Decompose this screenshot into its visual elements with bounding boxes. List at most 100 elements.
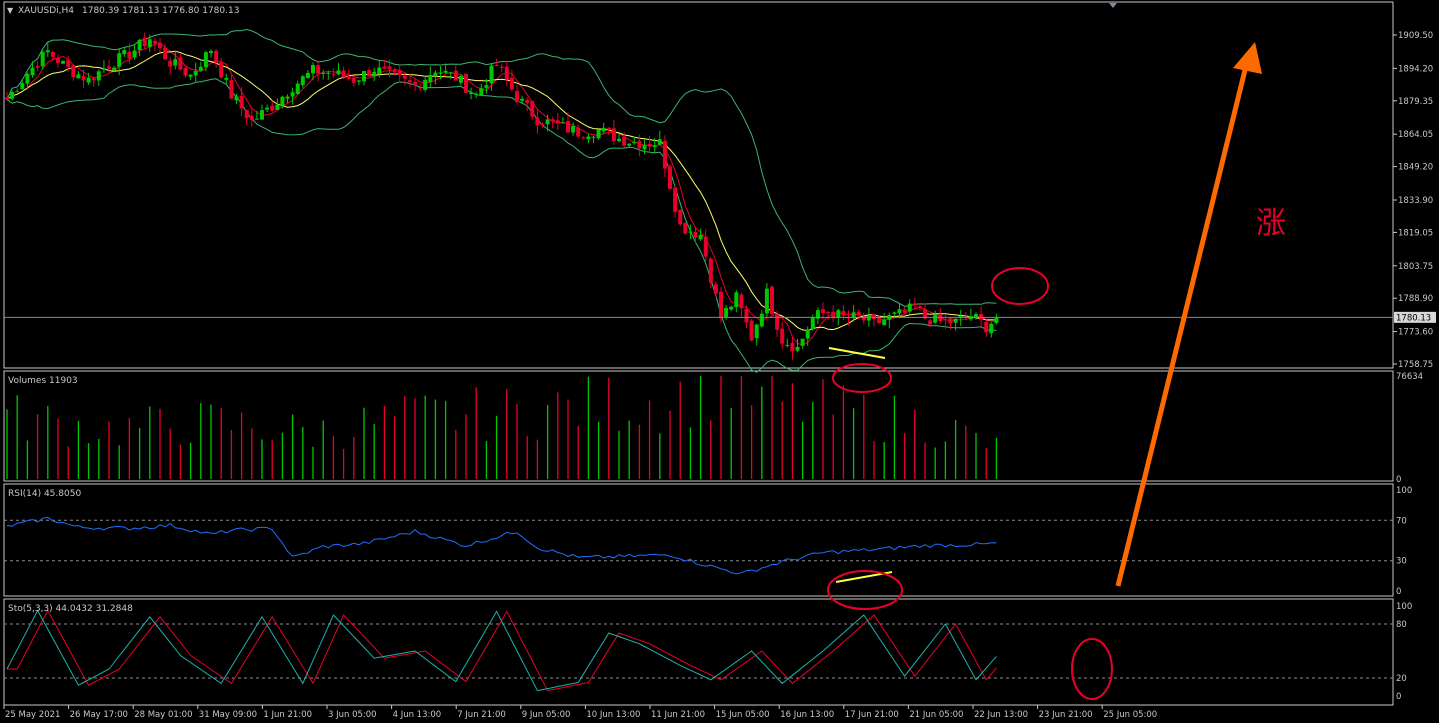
candle-body (254, 118, 259, 120)
time-tick-label: 11 Jun 21:00 (651, 710, 705, 720)
candle-body (91, 78, 96, 81)
candle-body (708, 258, 713, 283)
volume-circle (832, 363, 892, 393)
candle-body (504, 66, 509, 80)
candle-body (219, 61, 224, 78)
current-price-value: 1780.13 (1396, 313, 1431, 323)
candle-body (525, 99, 530, 103)
candle-body (173, 59, 178, 66)
candle-body (688, 231, 693, 233)
candle-body (749, 320, 754, 341)
candle-body (948, 318, 953, 324)
candle-body (10, 92, 15, 99)
candle-body (550, 119, 555, 122)
candle-body (943, 319, 948, 321)
candle-body (815, 310, 820, 319)
time-tick-label: 16 Jun 13:00 (780, 710, 834, 720)
up-arrow-head (1233, 42, 1262, 74)
candle-body (923, 308, 927, 319)
candle-body (989, 323, 994, 334)
candle-body (530, 100, 535, 117)
candle-body (902, 309, 907, 313)
rise-annotation: 涨 (1256, 206, 1286, 241)
candle-body (336, 70, 341, 75)
candle-body (392, 70, 397, 72)
price-divergence-line (828, 347, 886, 359)
rsi-panel[interactable] (3, 483, 1394, 597)
candle-body (198, 66, 203, 71)
candle-body (759, 313, 764, 327)
candle-body (397, 70, 402, 76)
bollinger-upper (6, 28, 997, 307)
candle-body (581, 137, 586, 139)
candle-body (795, 346, 800, 351)
stochastic-circle (1071, 638, 1113, 700)
candle-body (657, 139, 662, 145)
time-tick-label: 7 Jun 21:00 (457, 710, 506, 720)
chart-shift-marker[interactable] (1109, 3, 1117, 8)
top-circle (991, 267, 1049, 305)
rsi-label: RSI(14) 45.8050 (8, 489, 81, 499)
candle-body (994, 318, 999, 324)
volume-panel[interactable] (3, 370, 1394, 482)
candle-body (239, 95, 244, 109)
bollinger-lower (6, 78, 997, 373)
candle-body (560, 122, 565, 124)
time-tick-label: 10 Jun 13:00 (586, 710, 640, 720)
candle-body (484, 85, 489, 88)
candle-body (326, 72, 331, 74)
candle-body (341, 70, 346, 78)
time-tick-label: 17 Jun 21:00 (845, 710, 899, 720)
candle-body (479, 88, 484, 96)
rsi-tick-label: 70 (1396, 516, 1407, 526)
candle-body (509, 77, 514, 90)
candle-body (632, 142, 637, 144)
rsi-tick-label: 30 (1396, 557, 1407, 567)
candle-body (821, 309, 825, 313)
candle-body (20, 83, 25, 90)
candle-body (938, 314, 943, 322)
candle-body (137, 39, 142, 51)
candle-body (387, 66, 392, 70)
candle-body (285, 96, 290, 99)
candle-body (882, 319, 887, 326)
candle-body (540, 124, 545, 126)
rsi-series (6, 516, 997, 575)
sto-tick-label: 20 (1396, 674, 1407, 684)
stochastic-label: Sto(5,3,3) 44.0432 31.2848 (8, 604, 133, 614)
candle-body (464, 73, 468, 93)
candle-body (193, 71, 198, 76)
candle-body (800, 338, 805, 346)
price-panel[interactable] (3, 1, 1394, 369)
ma-slow (6, 50, 997, 332)
candle-body (433, 72, 438, 77)
candle-body (448, 72, 453, 74)
candle-body (122, 50, 127, 55)
candle-body (402, 75, 407, 79)
time-tick-label: 25 May 2021 (5, 710, 60, 720)
candle-body (851, 312, 856, 319)
time-tick-label: 1 Jun 21:00 (263, 710, 312, 720)
stochastic-panel[interactable] (3, 598, 1394, 706)
candle-body (458, 75, 463, 83)
candle-body (163, 47, 168, 60)
candle-body (566, 121, 570, 133)
time-tick-label: 21 Jun 05:00 (909, 710, 963, 720)
candle-body (203, 52, 208, 67)
candle-body (86, 77, 91, 83)
candle-body (861, 316, 866, 321)
candle-body (107, 66, 111, 69)
candle-body (912, 303, 917, 305)
candle-body (611, 128, 616, 142)
candle-body (152, 40, 157, 44)
candle-body (520, 98, 525, 101)
time-tick-label: 4 Jun 13:00 (393, 710, 442, 720)
current-price-tag (1394, 311, 1436, 323)
candle-body (622, 136, 627, 146)
chart-menu-arrow[interactable]: ▼ (7, 6, 14, 15)
price-tick-label: 1773.60 (1398, 328, 1433, 338)
candle-body (127, 51, 132, 59)
candle-body (270, 105, 275, 111)
volume-tick-label: 76634 (1396, 372, 1423, 382)
